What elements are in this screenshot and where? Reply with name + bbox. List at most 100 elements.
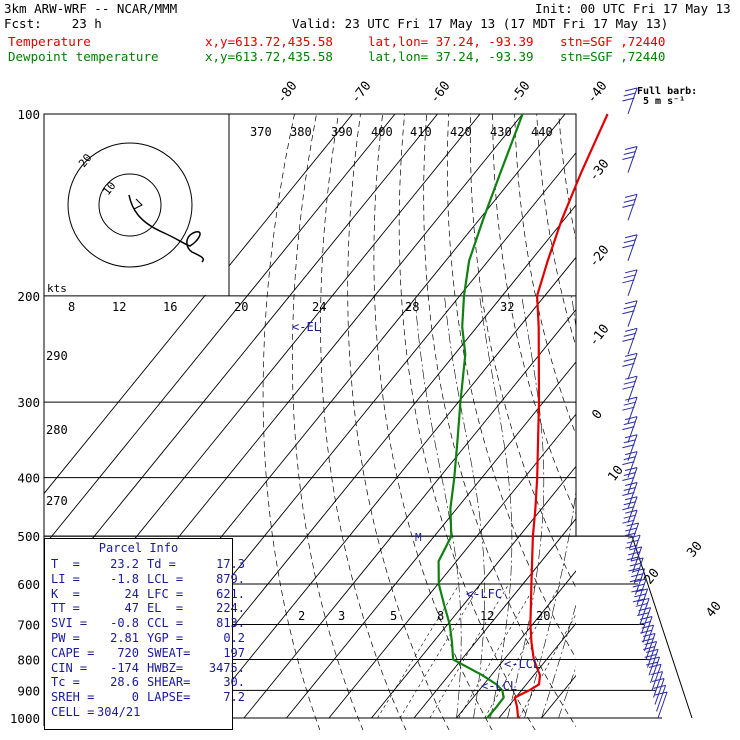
wind-barb-flag [622,310,635,315]
hodograph-ring-label: 20 [76,151,94,169]
wind-barb [627,510,638,537]
wind-barb-flag [622,444,635,449]
wind-barb-flag [627,534,641,539]
wind-barb [638,588,649,616]
temperature-station: stn=SGF ,72440 [560,34,666,49]
parcel-info-cell: 28.6 [110,675,139,690]
wind-barb-flag [622,477,635,482]
parcel-info-cell: LAPSE= [147,690,191,705]
theta-label: 400 [371,125,393,139]
el-marker: <-EL [292,320,321,334]
wind-barb [627,376,638,403]
parcel-info-cell: -1.8 [110,571,139,586]
mixing-ratio-line [429,583,510,719]
hodograph-background [45,115,229,295]
parcel-info-cell: SWEAT= [147,645,191,660]
dry-adiabat-line [373,114,493,730]
wind-barb-flag [623,198,636,203]
wind-barb [629,522,640,550]
parcel-info-cell: 813. [216,616,245,631]
mixing-ratio-label: 3 [338,609,345,623]
parcel-info-cell: SVI = [51,616,88,631]
wind-barb-flag [630,557,644,562]
wind-barb [627,451,638,478]
wind-barb-flag [622,506,635,511]
theta-label: 410 [410,125,432,139]
dry-adiabat-line [514,114,576,436]
parcel-info-cell: 7.2 [223,690,245,705]
theta-label: 440 [531,125,553,139]
wind-barb-flag [622,461,635,466]
wind-barb-flag [624,87,638,92]
wind-barb-flag [629,578,642,583]
wind-barb-flag [629,562,642,567]
parcel-info-cell: K = [51,586,80,601]
mixing-ratio-label: 2 [298,609,305,623]
mixing-ratio-label: 5 [390,609,397,623]
parcel-info-cell: 0.2 [223,631,245,645]
pressure-tick-label: 600 [17,577,40,592]
wind-barb-flag [623,421,636,426]
wind-barb-flag [623,274,636,279]
wind-barb-flag [625,544,638,549]
pressure-tick-label: 400 [17,471,40,486]
parcel-info-box: Parcel Info T = 23.2 Td = 17.3 LI = -1.8 LCL =… [44,538,245,730]
dry-adiabat-line [320,114,407,730]
isotherm-label-top: -50 [507,79,533,107]
wind-barb [642,616,653,643]
parcel-info-cell: 23.2 [110,557,139,571]
dry-adiabat-line [691,114,740,731]
isotherm-line [413,518,576,719]
pressure-tick-label: 500 [17,529,40,544]
wind-barb-flag [645,648,659,653]
wind-barb-flag [623,332,636,337]
isotherm-label-top: -40 [584,79,610,107]
wind-barb-flag [624,482,638,487]
forecast-hour: Fcst: 23 h [4,16,102,31]
wind-barb-flag [638,607,651,612]
isotherm-line [44,114,353,495]
hodograph-speed-tick: 12 [112,300,126,314]
dry-adiabat-line [625,114,740,731]
wind-barb-flag [622,203,635,208]
hodograph-speed-tick: 28 [405,300,419,314]
wind-barb-flag [622,97,635,102]
wind-barb-flag [640,629,653,634]
dewpoint-trace [437,113,524,719]
wind-barb-flag [622,156,635,161]
theta-label: 290 [46,349,68,363]
isotherm-label-right: -20 [586,243,612,271]
wind-barb-flag [622,406,635,411]
wind-barb-flag [624,352,638,357]
mixing-ratio-line [458,583,537,719]
parcel-info-title: Parcel Info [98,541,179,555]
dry-adiabat-line [581,114,740,731]
wind-barb-flag [624,509,638,514]
wind-barb-flag [623,151,636,156]
pressure-tick-label: 900 [17,683,40,698]
wind-barb-flag [624,375,638,380]
wind-barb-flag [622,279,635,284]
dry-adiabat-line [398,114,536,730]
isotherm-line [158,204,576,719]
wind-barb-flag [646,661,659,666]
isotherm-label-right: 40 [703,599,724,621]
parcel-info-row: PW = 2.81 YGP = 0.2 [51,631,245,645]
init-time: Init: 00 UTC Fri 17 May 13 [535,1,731,16]
wind-barb [647,641,658,668]
wind-barb-flag [623,239,636,244]
parcel-info-row: CELL = 304/21 [51,705,245,719]
dewpoint-latlon: lat,lon= 37.24, -93.39 [368,49,534,64]
theta-label: 390 [331,125,353,139]
wind-barb [627,482,638,509]
temperature-xy: x,y=613.72,435.58 [205,34,333,49]
moist-adiabat-line [541,603,576,719]
wind-barb-flag [632,598,645,603]
parcel-info-row: CAPE = 720 SWEAT= 197 [51,646,245,660]
parcel-info-row: T = 23.2 Td = 17.3 [51,557,245,571]
isotherm-label-right: 30 [684,539,705,561]
theta-label: 280 [46,423,68,437]
parcel-info-cell: EL = [147,601,184,616]
theta-label: 380 [290,125,312,139]
isotherm-label-right: -30 [586,157,612,185]
